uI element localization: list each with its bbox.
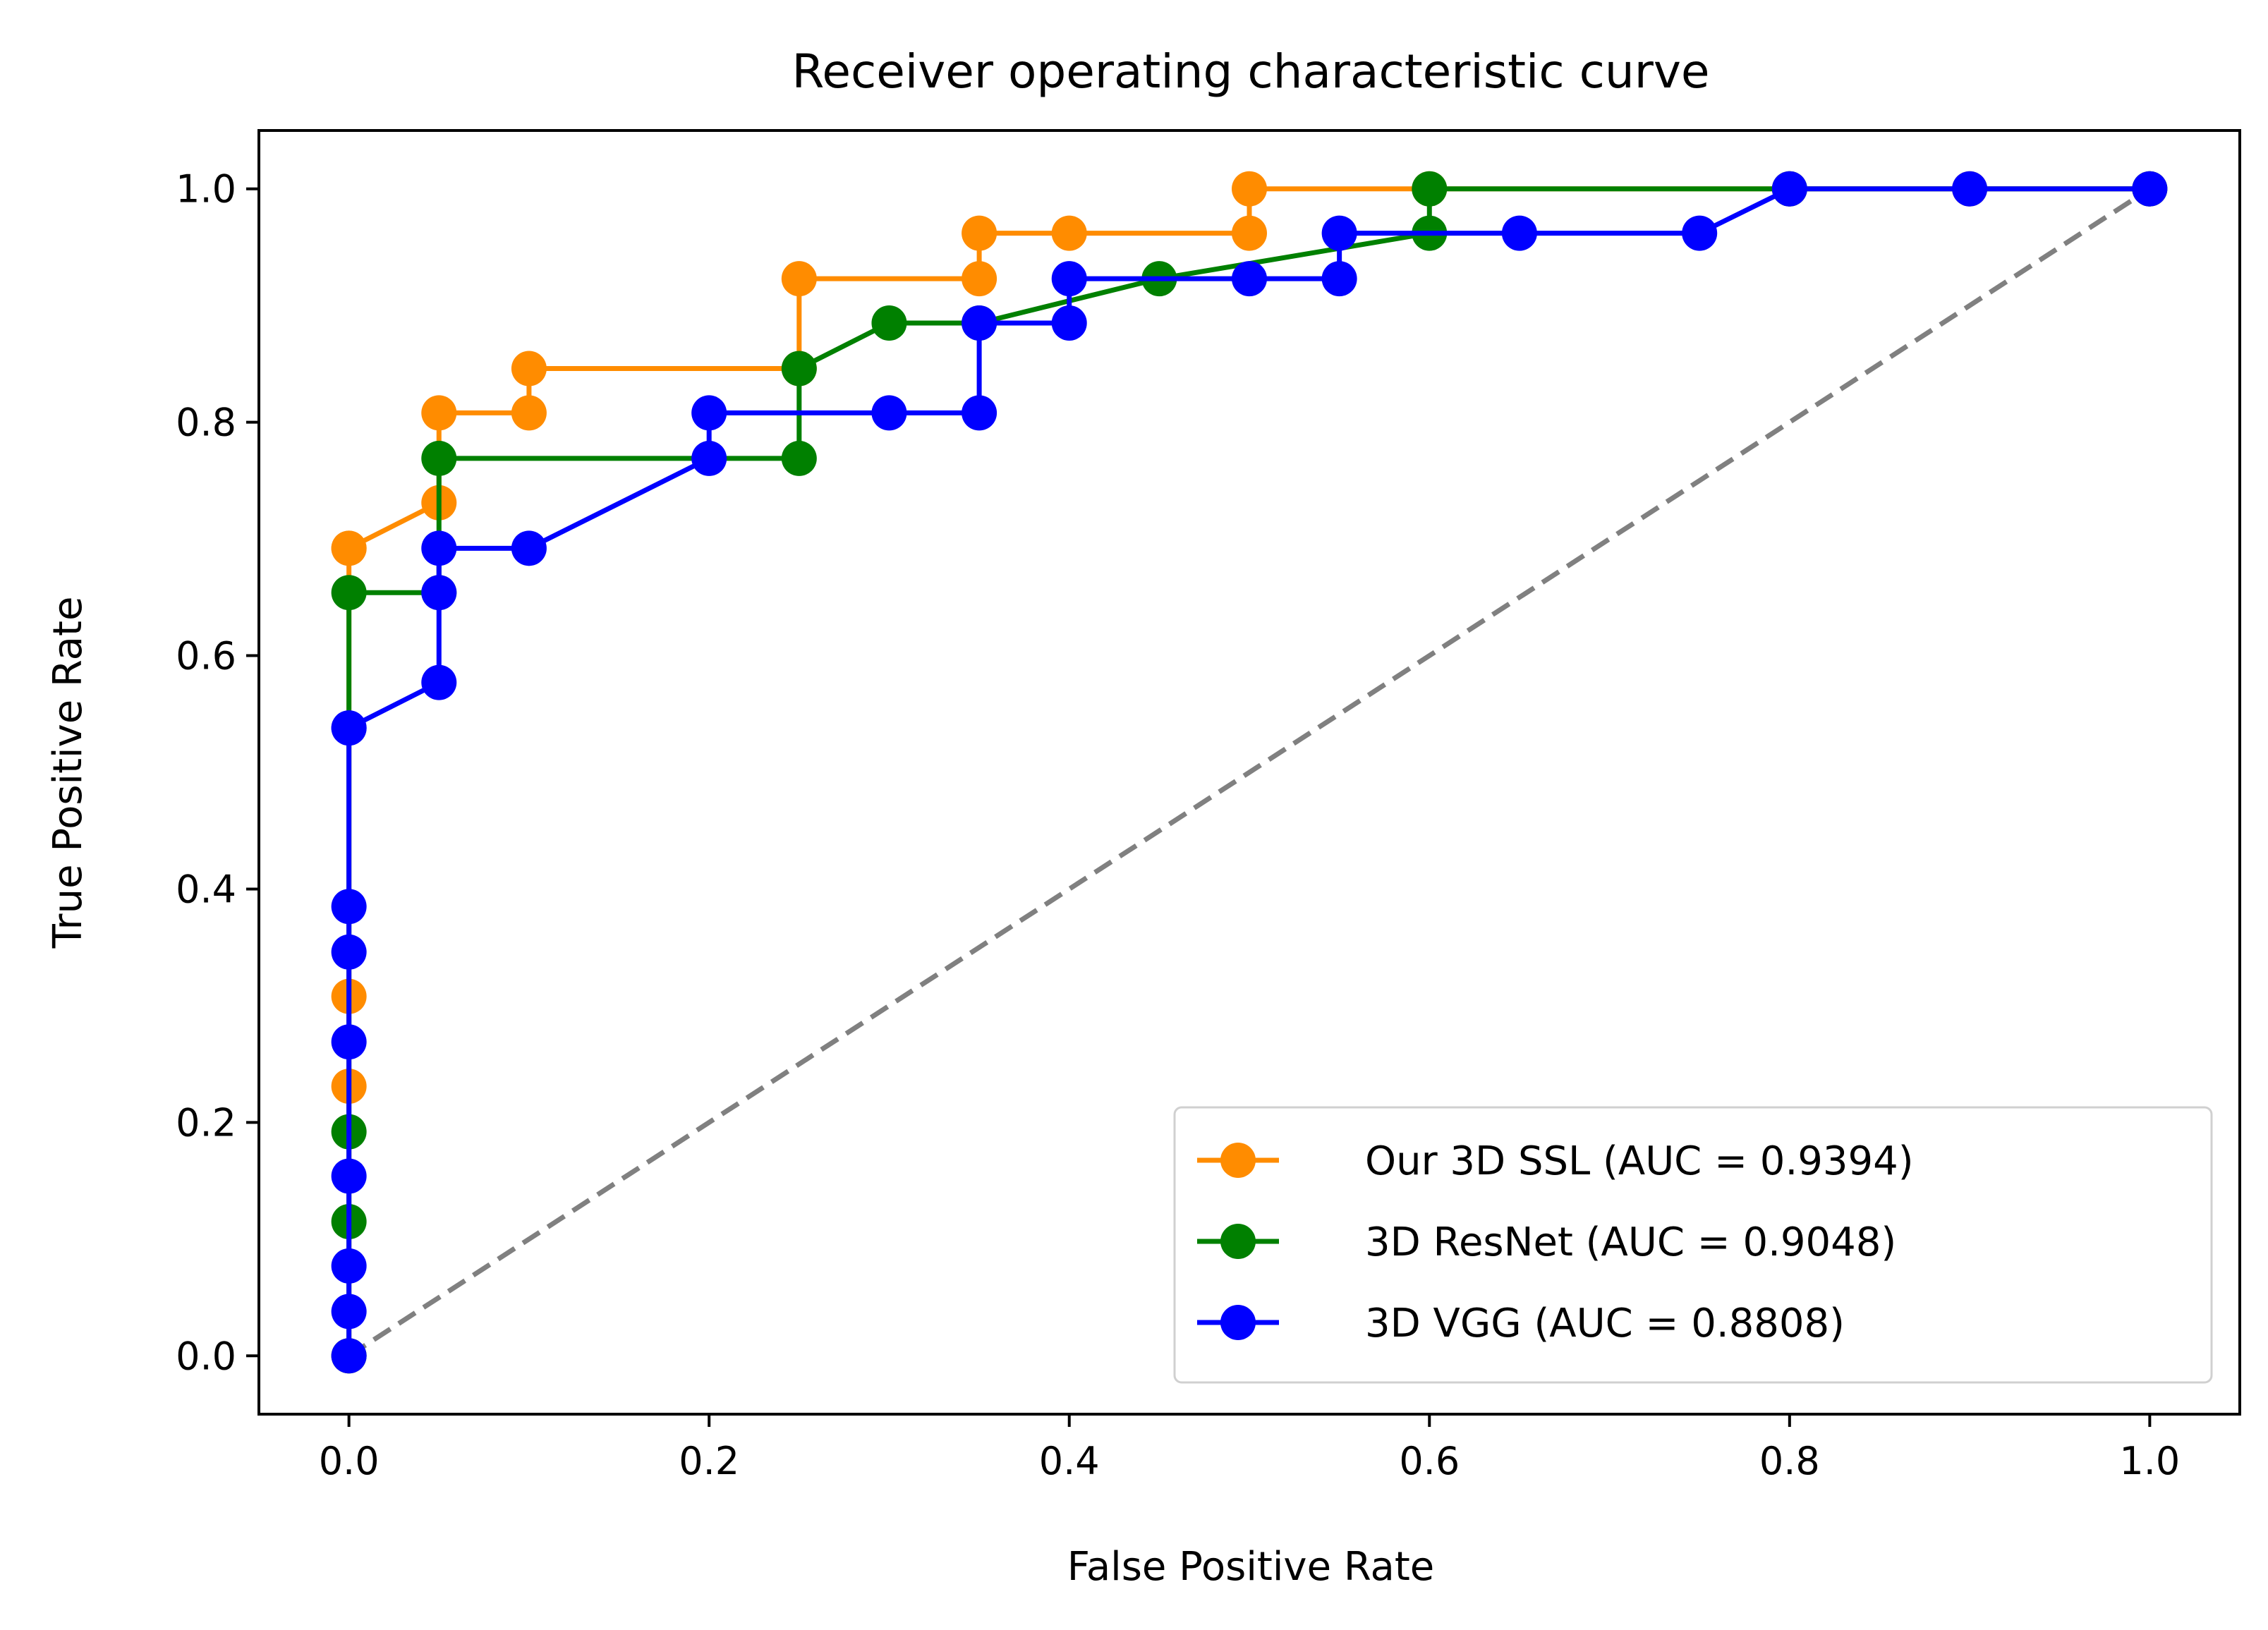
data-point: [1771, 171, 1807, 207]
x-tick-label: 0.0: [319, 1439, 380, 1483]
data-point: [511, 395, 547, 431]
data-point: [871, 305, 907, 341]
data-point: [962, 395, 997, 431]
data-point: [331, 1294, 367, 1330]
x-tick-label: 1.0: [2119, 1439, 2180, 1483]
data-point: [1232, 215, 1267, 251]
x-tick-label: 0.4: [1039, 1439, 1100, 1483]
data-point: [781, 351, 817, 387]
data-point: [871, 395, 907, 431]
data-point: [1051, 305, 1087, 341]
data-point: [1412, 171, 1448, 207]
y-axis: 0.0 0.2 0.4 0.6 0.8 1.0: [176, 167, 259, 1378]
y-tick-label: 1.0: [176, 167, 236, 212]
y-tick-label: 0.8: [176, 401, 236, 445]
x-tick-label: 0.8: [1759, 1439, 1820, 1483]
legend-entry: 3D VGG (AUC = 0.8808): [1365, 1301, 1845, 1346]
chance-diagonal-line: [347, 186, 2152, 1358]
data-point: [1232, 261, 1267, 297]
data-point: [421, 575, 457, 611]
legend-entry: 3D ResNet (AUC = 0.9048): [1365, 1220, 1896, 1265]
data-point: [421, 395, 457, 431]
x-tick-label: 0.6: [1399, 1439, 1460, 1483]
series-3: [331, 171, 2168, 1374]
data-point: [331, 889, 367, 925]
chart-title: Receiver operating characteristic curve: [792, 44, 1709, 99]
data-point: [1501, 215, 1537, 251]
legend-entry: Our 3D SSL (AUC = 0.9394): [1365, 1138, 1914, 1184]
data-point: [421, 440, 457, 476]
plot-area: [257, 129, 2241, 1416]
data-point: [1682, 215, 1718, 251]
data-point: [962, 261, 997, 297]
data-point: [511, 351, 547, 387]
data-point: [331, 530, 367, 566]
data-point: [781, 440, 817, 476]
data-point: [331, 1248, 367, 1284]
series-layer: [331, 171, 2168, 1374]
x-axis: 0.0 0.2 0.4 0.6 0.8 1.0: [319, 1414, 2180, 1483]
data-point: [691, 395, 727, 431]
data-point: [421, 664, 457, 700]
y-tick-label: 0.2: [176, 1100, 236, 1145]
data-point: [2132, 171, 2168, 207]
data-point: [511, 530, 547, 566]
plot-frame: [257, 129, 2241, 1416]
data-point: [331, 1158, 367, 1194]
data-point: [691, 440, 727, 476]
x-axis-label: False Positive Rate: [1067, 1544, 1434, 1590]
data-point: [781, 261, 817, 297]
legend-marker: [1220, 1224, 1256, 1259]
data-point: [331, 1024, 367, 1060]
data-point: [1952, 171, 1988, 207]
data-point: [962, 215, 997, 251]
legend-marker: [1220, 1143, 1256, 1178]
y-tick-label: 0.6: [176, 634, 236, 679]
y-axis-label: True Positive Rate: [45, 597, 91, 949]
data-point: [331, 934, 367, 970]
data-point: [1051, 215, 1087, 251]
y-tick-label: 0.0: [176, 1334, 236, 1378]
diagonal-layer: [347, 186, 2152, 1358]
x-tick-label: 0.2: [679, 1439, 739, 1483]
data-point: [331, 710, 367, 746]
data-point: [1321, 261, 1357, 297]
legend-box: [1173, 1106, 2213, 1384]
data-point: [962, 305, 997, 341]
data-point: [331, 575, 367, 611]
data-point: [331, 1338, 367, 1374]
data-point: [421, 530, 457, 566]
data-point: [1321, 215, 1357, 251]
y-tick-label: 0.4: [176, 867, 236, 911]
data-point: [1232, 171, 1267, 207]
legend-marker: [1220, 1305, 1256, 1340]
legend: Our 3D SSL (AUC = 0.9394) 3D ResNet (AUC …: [1173, 1106, 2213, 1384]
data-point: [1051, 261, 1087, 297]
